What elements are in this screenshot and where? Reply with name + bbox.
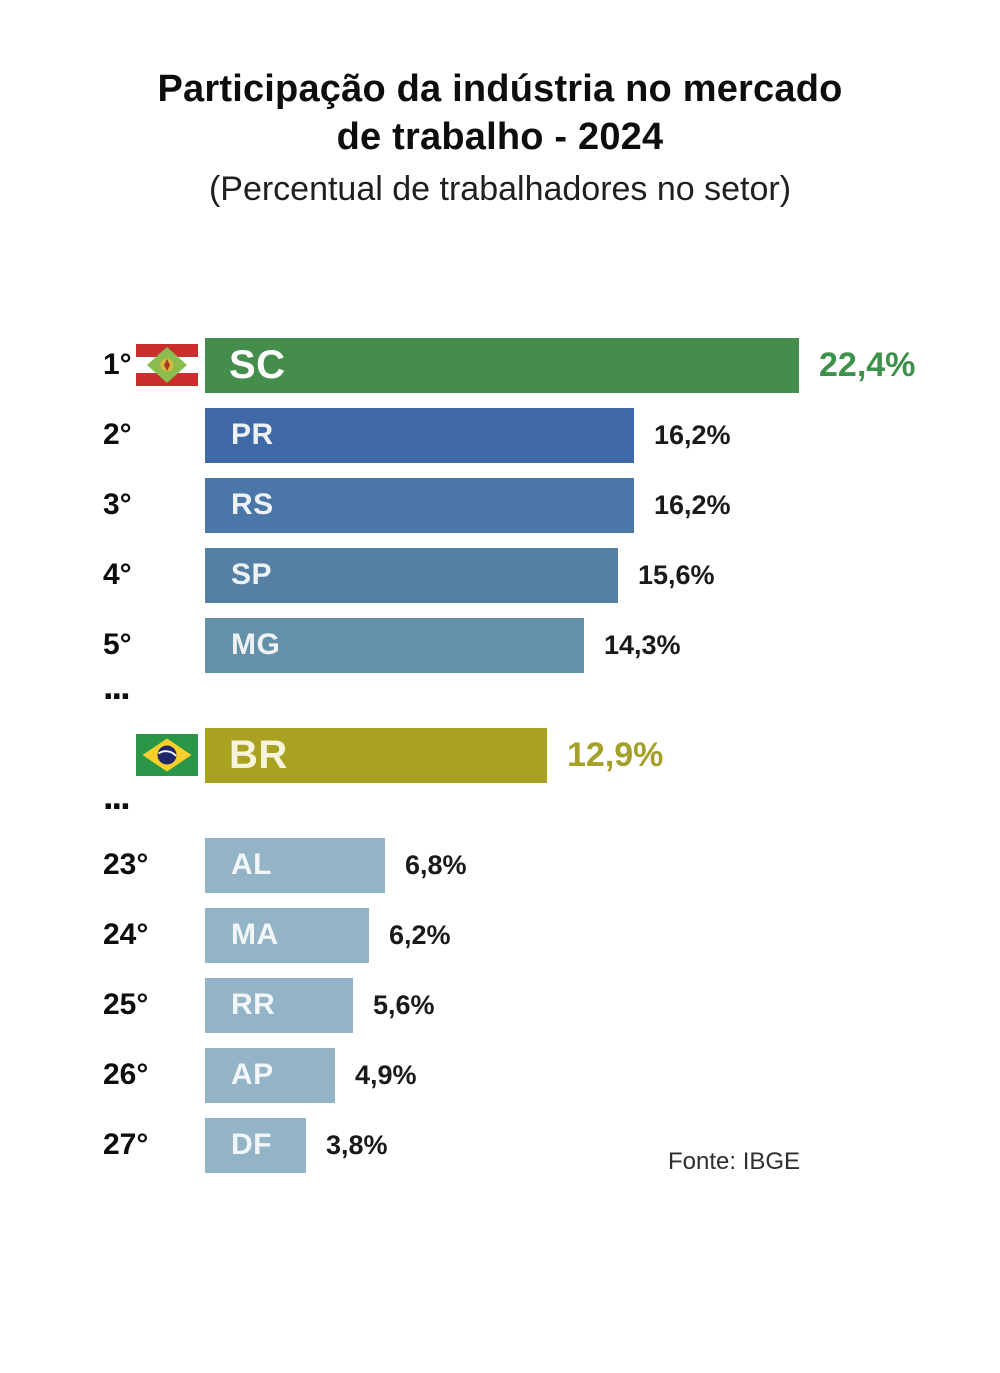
- value-label: 6,8%: [405, 849, 467, 880]
- bar-label: MG: [231, 628, 281, 661]
- page-title-line1: Participação da indústria no mercado: [157, 68, 843, 110]
- state-bar: RS: [205, 477, 634, 533]
- bar-row-ma: 24° MA 6,2%: [0, 900, 1000, 970]
- bar-label: RS: [231, 488, 274, 521]
- page-title-line2: de trabalho - 2024: [336, 115, 664, 158]
- bar-row-sc: 1° SC 22,4%: [0, 330, 1000, 400]
- ellipsis: ...: [103, 776, 131, 818]
- bar-row-ap: 26° AP 4,9%: [0, 1040, 1000, 1110]
- bar-row-mg: 5° MG 14,3%: [0, 610, 1000, 680]
- state-bar: AP: [205, 1047, 335, 1103]
- bar-row-sp: 4° SP 15,6%: [0, 540, 1000, 610]
- rank-label: 5°: [103, 628, 132, 661]
- state-bar: SP: [205, 547, 618, 603]
- rank-label: 2°: [103, 418, 132, 451]
- bar-label: RR: [231, 988, 276, 1021]
- ellipsis: ...: [103, 666, 131, 708]
- bar-label: SC: [229, 342, 286, 387]
- value-label: 16,2%: [654, 419, 731, 450]
- bar-row-pr: 2° PR 16,2%: [0, 400, 1000, 470]
- value-label: 12,9%: [567, 735, 664, 774]
- state-bar: MG: [205, 617, 584, 673]
- value-label: 4,9%: [355, 1059, 417, 1090]
- state-bar: PR: [205, 407, 634, 463]
- santa-catarina-flag-icon: [136, 344, 198, 386]
- value-label: 15,6%: [638, 559, 715, 590]
- value-label: 16,2%: [654, 489, 731, 520]
- bar-row-rr: 25° RR 5,6%: [0, 970, 1000, 1040]
- bar-row-al: 23° AL 6,8%: [0, 830, 1000, 900]
- value-label: 3,8%: [326, 1129, 388, 1160]
- state-bar: MA: [205, 907, 369, 963]
- bar-label: PR: [231, 418, 274, 451]
- bar-chart: 1° SC 22,4% 2° PR 16,2%: [0, 330, 1000, 1180]
- bar-row-br: BR 12,9%: [0, 720, 1000, 790]
- page-title: Participação da indústria no mercado de t…: [0, 66, 1000, 162]
- rank-label: 1°: [103, 348, 132, 381]
- ellipsis-row: ...: [0, 776, 1000, 830]
- bar-row-df: 27° DF 3,8%: [0, 1110, 1000, 1180]
- state-bar: RR: [205, 977, 353, 1033]
- bar-label: AL: [231, 848, 272, 881]
- chart-header: Participação da indústria no mercado de t…: [0, 66, 1000, 209]
- page-subtitle: (Percentual de trabalhadores no setor): [208, 169, 792, 208]
- source-note: Fonte: IBGE: [668, 1148, 801, 1175]
- rank-label: 23°: [103, 848, 149, 881]
- rank-label: 25°: [103, 988, 149, 1021]
- bar-label: SP: [231, 558, 273, 591]
- bar-label: BR: [229, 732, 288, 777]
- state-bar: AL: [205, 837, 385, 893]
- value-label: 14,3%: [604, 629, 681, 660]
- rank-label: 24°: [103, 918, 149, 951]
- rank-label: 4°: [103, 558, 132, 591]
- bar-label: DF: [231, 1128, 272, 1161]
- rank-label: 26°: [103, 1058, 149, 1091]
- state-bar: SC: [205, 337, 799, 393]
- country-bar: BR: [205, 727, 547, 783]
- bar-label: AP: [231, 1058, 274, 1091]
- bar-row-rs: 3° RS 16,2%: [0, 470, 1000, 540]
- rank-label: 27°: [103, 1128, 149, 1161]
- value-label: 6,2%: [389, 919, 451, 950]
- state-bar: DF: [205, 1117, 306, 1173]
- value-label: 5,6%: [373, 989, 435, 1020]
- rank-label: 3°: [103, 488, 132, 521]
- ellipsis-row: ...: [0, 666, 1000, 720]
- brazil-flag-icon: [136, 734, 198, 776]
- bar-label: MA: [231, 918, 279, 951]
- value-label: 22,4%: [819, 345, 916, 384]
